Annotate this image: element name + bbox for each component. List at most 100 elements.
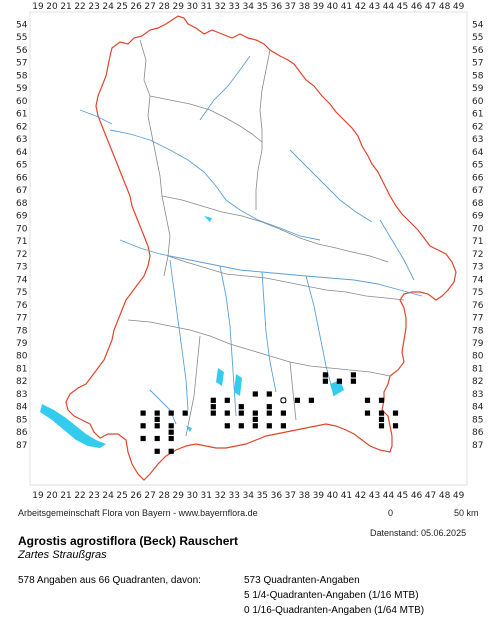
occurrence-marker <box>182 410 188 416</box>
occurrence-marker <box>224 410 230 416</box>
records-summary: 578 Angaben aus 66 Quadranten, davon: <box>18 575 201 586</box>
y-tick-label-left: 86 <box>16 428 28 438</box>
x-tick-label-top: 42 <box>355 2 366 12</box>
y-tick-label-left: 83 <box>16 390 27 400</box>
x-tick-label-top: 27 <box>144 2 155 12</box>
y-tick-label-left: 63 <box>16 135 27 145</box>
y-tick-label-left: 64 <box>16 148 28 158</box>
occurrence-marker <box>210 404 216 410</box>
x-tick-label-bottom: 38 <box>299 491 311 500</box>
x-tick-label-bottom: 47 <box>425 491 436 500</box>
occurrence-marker <box>252 391 258 397</box>
y-tick-label-left: 67 <box>16 186 27 196</box>
occurrence-marker <box>378 416 385 422</box>
x-tick-label-bottom: 30 <box>186 491 198 500</box>
occurrence-marker <box>238 423 244 429</box>
x-tick-label-top: 20 <box>46 2 58 12</box>
x-tick-label-top: 41 <box>341 2 352 12</box>
y-tick-label-left: 74 <box>16 275 28 285</box>
x-tick-label-top: 49 <box>453 2 465 12</box>
y-tick-label-left: 84 <box>16 403 28 413</box>
x-tick-label-top: 26 <box>130 2 142 12</box>
occurrence-marker <box>266 410 272 416</box>
y-tick-label-left: 68 <box>16 199 28 209</box>
x-tick-label-top: 46 <box>411 2 423 12</box>
occurrence-marker <box>350 378 356 384</box>
x-tick-label-bottom: 34 <box>243 491 255 500</box>
y-tick-label-left: 57 <box>16 59 27 69</box>
y-tick-label-right: 61 <box>472 110 483 120</box>
y-tick-label-left: 65 <box>16 161 27 171</box>
occurrence-marker <box>238 410 244 416</box>
y-tick-label-right: 68 <box>472 199 484 209</box>
y-tick-label-right: 70 <box>472 224 484 234</box>
y-axis-right: 54 55 56 57 58 59 60 61 62 63 64 65 66 67 68 69 70 71 72 73… <box>472 21 484 451</box>
x-tick-label-top: 48 <box>439 2 451 12</box>
occurrence-marker <box>364 410 371 416</box>
x-tick-label-bottom: 33 <box>229 491 240 500</box>
state-border <box>65 15 457 481</box>
credit-line: Arbeitsgemeinschaft Flora von Bayern - w… <box>18 508 258 518</box>
x-tick-label-bottom: 45 <box>397 491 408 500</box>
x-tick-label-top: 21 <box>60 2 71 12</box>
x-tick-label-bottom: 21 <box>60 491 71 500</box>
x-axis-top: 19 20 21 22 23 24 25 26 27 28 29 30 31 32 33 34 35 36 37 38… <box>32 2 464 12</box>
y-tick-label-right: 71 <box>472 237 483 247</box>
occurrence-marker <box>266 423 272 429</box>
y-tick-label-right: 86 <box>472 428 484 438</box>
scale-end-label: 50 km <box>454 508 479 518</box>
x-tick-label-top: 19 <box>32 2 44 12</box>
species-common-name: Zartes Straußgras <box>18 549 107 561</box>
y-tick-label-right: 73 <box>472 263 483 273</box>
x-tick-label-top: 45 <box>397 2 408 12</box>
y-tick-label-left: 78 <box>16 326 28 336</box>
x-tick-label-bottom: 49 <box>453 491 465 500</box>
occurrence-marker <box>322 372 328 378</box>
y-tick-label-right: 54 <box>472 21 484 31</box>
x-tick-label-bottom: 37 <box>285 491 296 500</box>
y-tick-label-left: 69 <box>16 212 28 222</box>
x-tick-label-bottom: 23 <box>88 491 99 500</box>
x-tick-label-top: 47 <box>425 2 436 12</box>
x-tick-label-bottom: 44 <box>383 491 395 500</box>
x-tick-label-bottom: 25 <box>116 491 127 500</box>
y-tick-label-right: 67 <box>472 186 483 196</box>
y-tick-label-right: 59 <box>472 84 484 94</box>
y-tick-label-right: 64 <box>472 148 484 158</box>
y-tick-label-left: 77 <box>16 314 27 324</box>
occurrence-marker <box>378 410 385 416</box>
x-tick-label-bottom: 29 <box>172 491 184 500</box>
y-tick-label-left: 59 <box>16 84 28 94</box>
y-tick-label-left: 87 <box>16 441 27 451</box>
y-tick-label-right: 65 <box>472 161 483 171</box>
y-tick-label-left: 56 <box>16 46 28 56</box>
lake-chiemsee <box>330 380 344 396</box>
x-tick-label-top: 34 <box>243 2 255 12</box>
x-tick-label-top: 33 <box>229 2 240 12</box>
species-scientific-name: Agrostis agrostiflora (Beck) Rauschert <box>18 534 239 548</box>
occurrence-marker <box>252 423 258 429</box>
x-tick-label-top: 40 <box>327 2 339 12</box>
x-tick-label-top: 35 <box>257 2 268 12</box>
x-tick-label-top: 30 <box>186 2 198 12</box>
y-tick-label-right: 84 <box>472 403 484 413</box>
occurrence-marker <box>154 410 160 416</box>
partial-quadrant-marker <box>280 397 287 404</box>
occurrence-marker <box>168 435 174 442</box>
x-tick-label-bottom: 22 <box>74 491 85 500</box>
y-tick-label-left: 54 <box>16 21 28 31</box>
occurrence-marker <box>280 423 286 429</box>
y-tick-label-left: 81 <box>16 364 27 374</box>
lakes <box>40 216 344 448</box>
stat-sixteenth-quadrant: 0 1/16-Quadranten-Angaben (1/64 MTB) <box>244 605 425 616</box>
occurrence-marker <box>322 378 328 384</box>
occurrence-marker <box>224 397 230 403</box>
occurrence-marker <box>168 429 174 435</box>
y-tick-label-left: 80 <box>16 352 28 362</box>
x-tick-label-top: 36 <box>271 2 283 12</box>
y-tick-label-left: 76 <box>16 301 28 311</box>
occurrence-marker <box>392 410 399 416</box>
y-axis-left: 54 55 56 57 58 59 60 61 62 63 64 65 66 67 68 69 70 71 72 73… <box>16 21 28 451</box>
y-tick-label-right: 57 <box>472 59 483 69</box>
lake-small-2 <box>186 426 192 432</box>
